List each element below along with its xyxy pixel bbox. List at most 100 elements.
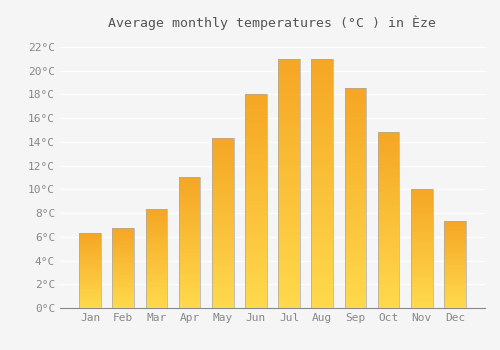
Bar xyxy=(278,84,300,86)
Bar xyxy=(378,211,400,213)
Bar xyxy=(411,207,432,208)
Bar xyxy=(378,264,400,266)
Bar xyxy=(344,231,366,233)
Bar xyxy=(112,230,134,231)
Bar xyxy=(278,228,300,231)
Bar xyxy=(278,226,300,228)
Bar xyxy=(245,265,266,267)
Bar xyxy=(179,307,201,308)
Bar xyxy=(411,299,432,300)
Bar xyxy=(411,260,432,262)
Bar xyxy=(112,250,134,251)
Bar xyxy=(312,161,333,163)
Bar xyxy=(80,278,101,279)
Bar xyxy=(245,148,266,150)
Bar xyxy=(444,248,466,249)
Bar xyxy=(80,266,101,267)
Bar xyxy=(179,206,201,208)
Bar xyxy=(212,306,234,308)
Bar xyxy=(344,262,366,264)
Bar xyxy=(344,95,366,97)
Bar xyxy=(179,257,201,258)
Bar xyxy=(212,206,234,208)
Bar xyxy=(312,178,333,181)
Bar xyxy=(378,231,400,232)
Bar xyxy=(112,253,134,254)
Bar xyxy=(80,243,101,244)
Bar xyxy=(212,166,234,167)
Bar xyxy=(312,159,333,161)
Bar xyxy=(212,196,234,198)
Bar xyxy=(312,196,333,198)
Bar xyxy=(80,298,101,299)
Bar xyxy=(179,262,201,264)
Bar xyxy=(278,128,300,131)
Bar xyxy=(80,259,101,260)
Bar xyxy=(312,283,333,286)
Bar xyxy=(312,79,333,81)
Bar xyxy=(312,111,333,114)
Bar xyxy=(112,293,134,294)
Bar xyxy=(80,249,101,250)
Bar xyxy=(378,215,400,217)
Bar xyxy=(80,262,101,263)
Bar xyxy=(212,167,234,169)
Bar xyxy=(344,201,366,203)
Bar xyxy=(212,294,234,296)
Title: Average monthly temperatures (°C ) in Èze: Average monthly temperatures (°C ) in Èz… xyxy=(108,15,436,30)
Bar xyxy=(278,303,300,306)
Bar xyxy=(80,295,101,296)
Bar xyxy=(444,262,466,263)
Bar xyxy=(212,286,234,288)
Bar xyxy=(112,296,134,297)
Bar xyxy=(312,253,333,255)
Bar xyxy=(378,257,400,259)
Bar xyxy=(112,240,134,241)
Bar xyxy=(444,296,466,297)
Bar xyxy=(80,280,101,281)
Bar xyxy=(378,187,400,189)
Bar xyxy=(80,289,101,290)
Bar xyxy=(80,285,101,286)
Bar xyxy=(312,99,333,101)
Bar xyxy=(245,105,266,107)
Bar xyxy=(212,179,234,181)
Bar xyxy=(344,176,366,178)
Bar xyxy=(411,204,432,205)
Bar xyxy=(245,227,266,229)
Bar xyxy=(146,285,167,286)
Bar xyxy=(278,121,300,124)
Bar xyxy=(179,224,201,226)
Bar xyxy=(278,159,300,161)
Bar xyxy=(444,306,466,307)
Bar xyxy=(444,298,466,299)
Bar xyxy=(146,234,167,235)
Bar xyxy=(179,181,201,183)
Bar xyxy=(212,210,234,211)
Bar xyxy=(146,239,167,240)
Bar xyxy=(312,186,333,188)
Bar xyxy=(80,307,101,308)
Bar xyxy=(378,197,400,199)
Bar xyxy=(245,94,266,97)
Bar xyxy=(378,232,400,234)
Bar xyxy=(278,81,300,84)
Bar xyxy=(312,290,333,293)
Bar xyxy=(411,250,432,251)
Bar xyxy=(278,91,300,94)
Bar xyxy=(212,154,234,155)
Bar xyxy=(411,294,432,295)
Bar xyxy=(411,210,432,211)
Bar xyxy=(112,304,134,305)
Bar xyxy=(112,264,134,265)
Bar xyxy=(179,251,201,252)
Bar xyxy=(112,288,134,289)
Bar xyxy=(212,254,234,256)
Bar xyxy=(278,119,300,121)
Bar xyxy=(444,241,466,242)
Bar xyxy=(411,218,432,219)
Bar xyxy=(312,306,333,308)
Bar xyxy=(112,273,134,274)
Bar xyxy=(179,198,201,200)
Bar xyxy=(411,195,432,196)
